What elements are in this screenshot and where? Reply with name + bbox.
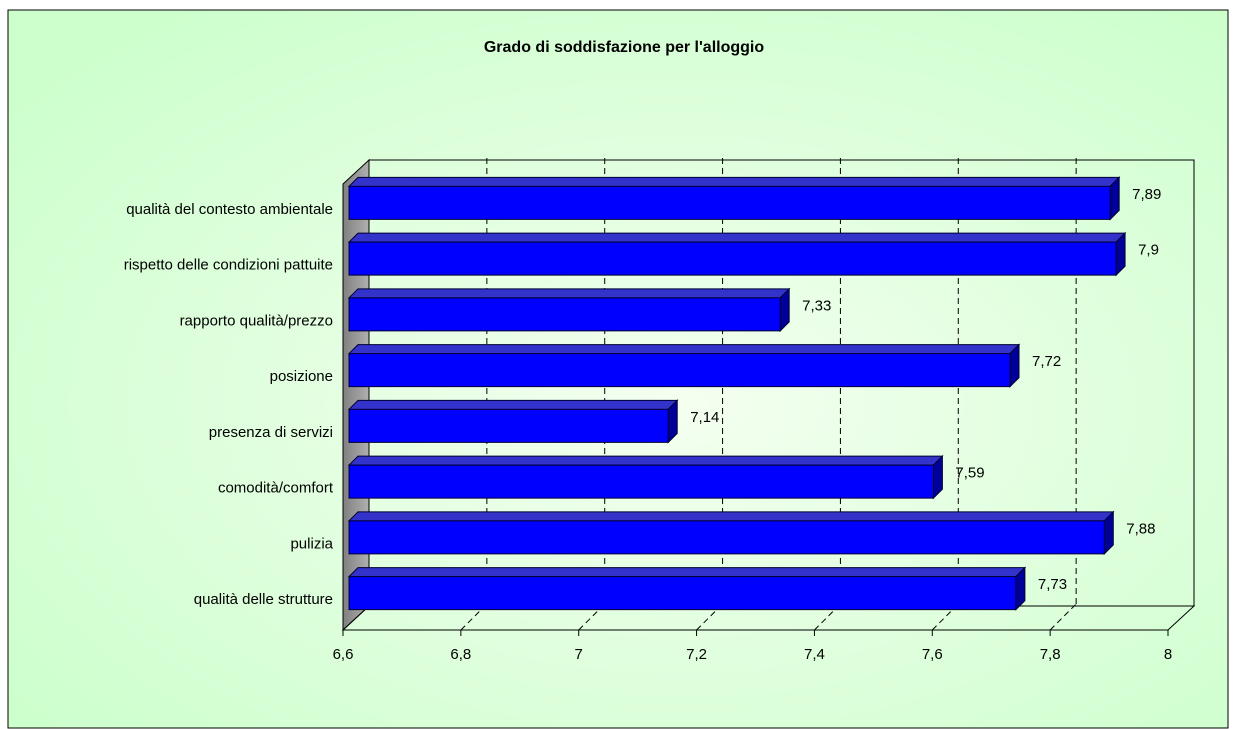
grid-line (1049, 603, 1077, 631)
bar-front (348, 353, 1011, 388)
value-label: 7,59 (955, 465, 984, 482)
bar-front (348, 241, 1117, 276)
y-tick-label: qualità delle strutture (194, 591, 333, 608)
bar-top (347, 567, 1027, 578)
bar-front (348, 297, 781, 332)
x-tick-label: 6,6 (333, 646, 354, 663)
bar (347, 566, 1027, 611)
bar-front (348, 408, 669, 443)
bar (347, 231, 1127, 277)
y-tick-label: posizione (270, 368, 333, 385)
bar-front (348, 576, 1017, 611)
value-label: 7,73 (1038, 576, 1067, 593)
bar-front (348, 185, 1111, 220)
bar-top (347, 288, 791, 299)
x-tick-label: 6,8 (450, 646, 471, 663)
value-label: 7,72 (1032, 353, 1061, 370)
bar (347, 343, 1021, 388)
value-label: 7,14 (690, 409, 719, 426)
bar (347, 287, 791, 333)
x-tick-label: 7,6 (922, 646, 943, 663)
value-label: 7,33 (802, 297, 831, 314)
bar (347, 454, 944, 500)
y-tick-label: qualità del contesto ambientale (126, 201, 333, 218)
y-tick-label: rapporto qualità/prezzo (180, 312, 333, 329)
bar (347, 399, 679, 444)
bar (347, 176, 1121, 221)
y-tick-label: rispetto delle condizioni pattuite (124, 257, 333, 274)
y-tick-label: comodità/comfort (218, 480, 334, 497)
x-tick-label: 7,8 (1040, 646, 1061, 663)
bar-front (348, 464, 934, 499)
x-tick-label: 7 (575, 646, 583, 663)
bar-front (348, 520, 1105, 555)
floor (341, 605, 1196, 631)
x-tick-label: 7,2 (686, 646, 707, 663)
y-tick-label: presenza di servizi (209, 424, 333, 441)
side-wall (342, 158, 370, 632)
value-label: 7,89 (1132, 186, 1161, 203)
value-label: 7,9 (1138, 242, 1159, 259)
x-tick-label: 8 (1164, 646, 1172, 663)
x-tick-label: 7,4 (804, 646, 825, 663)
bar-top (347, 344, 1021, 355)
bar-top (347, 455, 944, 466)
y-tick-label: pulizia (290, 535, 333, 552)
bar-top (347, 232, 1127, 243)
bar-top (347, 399, 679, 410)
value-label: 7,88 (1126, 520, 1155, 537)
bar-top (347, 176, 1121, 187)
bar-top (347, 511, 1115, 522)
chart-title: Grado di soddisfazione per l'alloggio (484, 39, 765, 56)
bar (347, 510, 1115, 556)
